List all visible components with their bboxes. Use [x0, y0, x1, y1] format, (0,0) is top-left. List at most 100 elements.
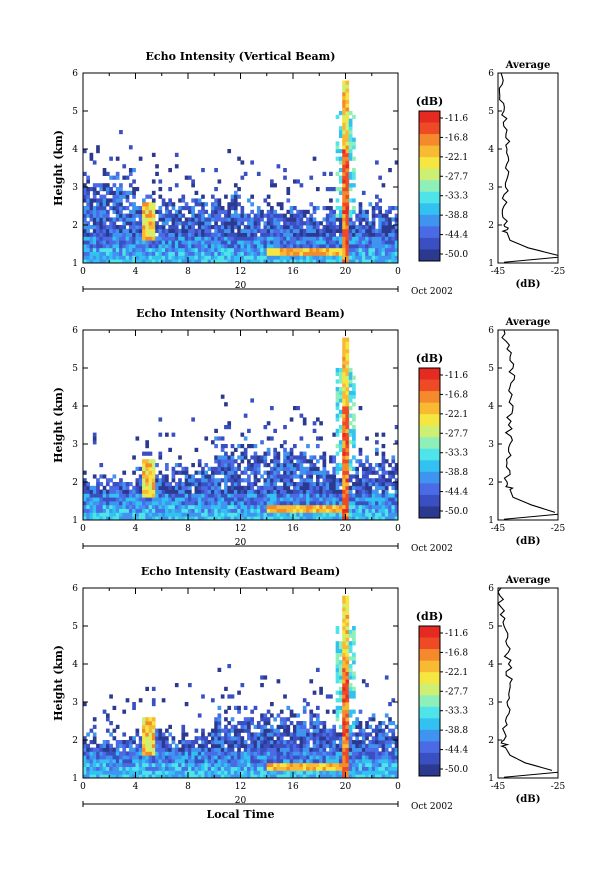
heatmap-cell: [296, 179, 300, 184]
heatmap-cell: [312, 251, 317, 256]
heatmap-cell: [299, 244, 304, 249]
heatmap-cell: [273, 209, 277, 214]
heatmap-cell: [201, 244, 205, 249]
heatmap-cell: [286, 751, 291, 756]
heatmap-cell: [338, 762, 343, 767]
heatmap-cell: [214, 489, 218, 494]
heatmap-cell: [233, 508, 238, 513]
heatmap-cell: [348, 747, 353, 752]
heatmap-cell: [122, 489, 127, 494]
heatmap-cell: [315, 247, 320, 252]
heatmap-cell: [207, 512, 212, 517]
heatmap-cell: [115, 485, 120, 490]
heatmap-cell: [345, 607, 350, 612]
heatmap-cell: [237, 728, 241, 733]
heatmap-cell: [197, 459, 202, 464]
heatmap-cell: [105, 217, 110, 222]
heatmap-cell: [276, 774, 281, 779]
heatmap-cell: [260, 255, 264, 260]
heatmap-cell: [99, 225, 104, 230]
heatmap-cell: [227, 478, 232, 483]
colorbar-swatch: [419, 425, 440, 438]
heatmap-cell: [315, 713, 320, 718]
heatmap-cell: [191, 770, 195, 775]
heatmap-cell: [352, 759, 356, 764]
heatmap-cell: [266, 421, 271, 426]
heatmap-cell: [371, 497, 376, 502]
heatmap-cell: [230, 206, 235, 211]
heatmap-cell: [315, 762, 320, 767]
heatmap-cell: [358, 202, 363, 207]
heatmap-cell: [345, 425, 350, 430]
heatmap-cell: [243, 755, 248, 760]
heatmap-cell: [378, 240, 382, 245]
heatmap-cell: [273, 508, 277, 513]
heatmap-cell: [253, 516, 258, 521]
heatmap-cell: [174, 247, 179, 252]
heatmap-cell: [266, 501, 271, 506]
heatmap-cell: [355, 217, 360, 222]
heatmap-cell: [237, 736, 241, 741]
heatmap-cell: [240, 160, 245, 165]
heatmap-cell: [145, 451, 150, 456]
heatmap-cell: [286, 255, 291, 260]
heatmap-cell: [279, 759, 284, 764]
heatmap-cell: [309, 228, 314, 233]
heatmap-cell: [371, 762, 376, 767]
heatmap-cell: [315, 759, 320, 764]
heatmap-cell: [181, 747, 186, 752]
heatmap-cell: [381, 504, 386, 509]
heatmap-cell: [299, 463, 304, 468]
heatmap-cell: [174, 485, 179, 490]
heatmap-cell: [266, 774, 271, 779]
heatmap-cell: [358, 209, 363, 214]
heatmap-cell: [204, 736, 209, 741]
heatmap-cell: [345, 390, 350, 395]
heatmap-cell: [224, 508, 228, 513]
heatmap-cell: [391, 751, 396, 756]
heatmap-cell: [338, 255, 343, 260]
heatmap-cell: [210, 497, 215, 502]
heatmap-cell: [253, 736, 258, 741]
heatmap-cell: [119, 762, 123, 767]
heatmap-cell: [214, 221, 218, 226]
heatmap-cell: [335, 759, 340, 764]
heatmap-cell: [119, 206, 123, 211]
heatmap-cell: [217, 747, 222, 752]
heatmap-cell: [247, 493, 251, 498]
heatmap-cell: [312, 225, 317, 230]
heatmap-cell: [253, 478, 258, 483]
heatmap-cell: [112, 190, 117, 195]
heatmap-cell: [194, 728, 199, 733]
heatmap-cell: [191, 512, 195, 517]
heatmap-cell: [191, 504, 195, 509]
heatmap-cell: [161, 766, 166, 771]
heatmap-cell: [247, 759, 251, 764]
heatmap-cell: [266, 759, 271, 764]
heatmap-cell: [214, 436, 218, 441]
colorbar-tick-label: -27.7: [445, 429, 468, 439]
heatmap-cell: [96, 217, 100, 222]
heatmap-cell: [233, 209, 238, 214]
heatmap-cell: [250, 516, 255, 521]
heatmap-cell: [165, 240, 169, 245]
heatmap-cell: [388, 759, 392, 764]
colorbar-swatch: [419, 249, 440, 262]
heatmap-cell: [302, 740, 307, 745]
heatmap-cell: [338, 489, 343, 494]
heatmap-cell: [309, 459, 314, 464]
heatmap-cell: [342, 428, 346, 433]
heatmap-cell: [384, 736, 389, 741]
heatmap-cell: [214, 770, 218, 775]
heatmap-cell: [299, 755, 304, 760]
heatmap-cell: [191, 232, 195, 237]
heatmap-cell: [86, 751, 90, 756]
heatmap-cell: [378, 474, 382, 479]
heatmap-cell: [128, 759, 133, 764]
heatmap-cell: [227, 213, 232, 218]
heatmap-cell: [325, 728, 330, 733]
heatmap-cell: [155, 740, 159, 745]
heatmap-cell: [96, 755, 100, 760]
heatmap-cell: [371, 501, 376, 506]
heatmap-cell: [384, 766, 389, 771]
